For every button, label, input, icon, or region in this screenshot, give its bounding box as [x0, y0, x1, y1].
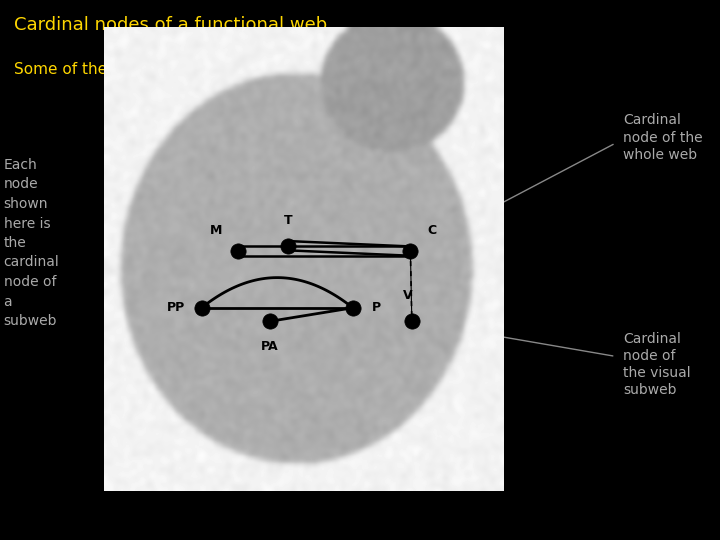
- Text: dog: dog: [251, 62, 279, 77]
- Text: P: P: [372, 301, 382, 314]
- Text: PA: PA: [261, 340, 279, 353]
- Text: Cardinal nodes of a functional web: Cardinal nodes of a functional web: [14, 16, 328, 34]
- Text: T: T: [284, 214, 292, 227]
- Text: Each
node
shown
here is
the
cardinal
node of
a
subweb: Each node shown here is the cardinal nod…: [4, 158, 59, 328]
- Text: Cardinal
node of the
whole web: Cardinal node of the whole web: [623, 113, 703, 162]
- Text: Cardinal
node of
the visual
subweb: Cardinal node of the visual subweb: [623, 332, 690, 397]
- Text: V: V: [403, 289, 413, 302]
- Text: C: C: [428, 224, 437, 237]
- Text: Some of the cortical structure relating to: Some of the cortical structure relating …: [14, 62, 332, 77]
- Text: M: M: [210, 224, 222, 237]
- Text: PP: PP: [166, 301, 185, 314]
